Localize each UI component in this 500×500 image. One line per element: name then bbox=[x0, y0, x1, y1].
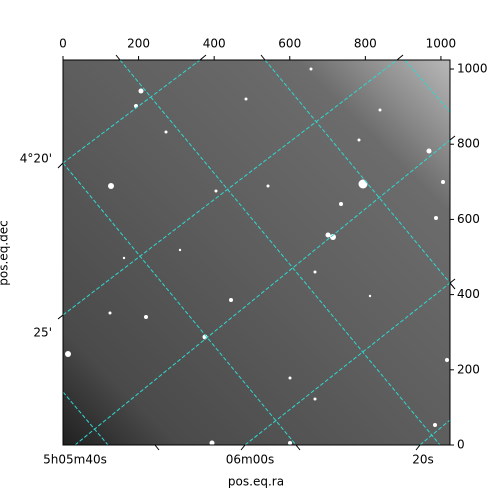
x-tick-label: 600 bbox=[278, 37, 301, 51]
y-axis-label: pos.eq.dec bbox=[0, 220, 11, 285]
x-tick-label: 0 bbox=[59, 37, 67, 51]
x-tick-label: 200 bbox=[127, 37, 150, 51]
coordinate-grid bbox=[63, 60, 450, 445]
ra-tick-label: 06m00s bbox=[226, 453, 274, 467]
y-tick-label: 400 bbox=[457, 287, 480, 301]
ra-tick-label: 20s bbox=[412, 453, 434, 467]
dec-tick-label: 25' bbox=[33, 326, 52, 340]
sky-image bbox=[62, 59, 451, 446]
y-tick-label: 200 bbox=[457, 362, 480, 376]
y-tick-label: 0 bbox=[457, 438, 465, 452]
y-tick-label: 800 bbox=[457, 137, 480, 151]
y-tick-label: 600 bbox=[457, 212, 480, 226]
y-tick-label: 1000 bbox=[457, 62, 488, 76]
ra-tick-label: 5h05m40s bbox=[43, 453, 107, 467]
x-tick-label: 1000 bbox=[426, 37, 457, 51]
stars bbox=[65, 67, 449, 445]
x-axis-label: pos.eq.ra bbox=[228, 475, 284, 489]
dec-tick-label: 4°20' bbox=[20, 152, 52, 166]
wcs-ticks bbox=[57, 54, 456, 451]
x-tick-label: 800 bbox=[354, 37, 377, 51]
x-tick-label: 400 bbox=[203, 37, 226, 51]
